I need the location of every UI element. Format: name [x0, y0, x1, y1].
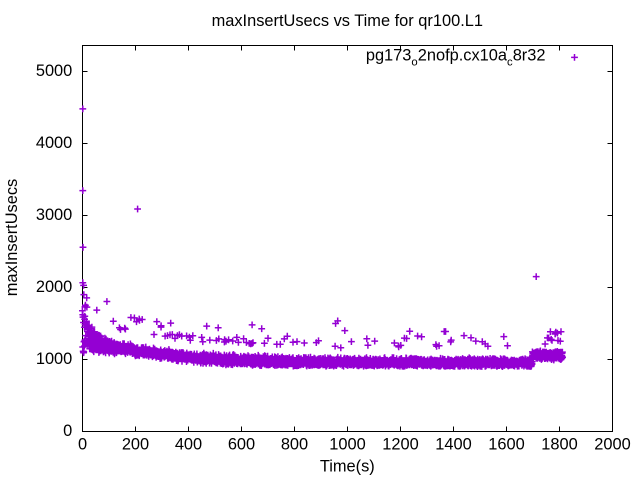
svg-text:1400: 1400: [435, 436, 471, 454]
svg-text:1600: 1600: [488, 436, 524, 454]
svg-text:1000: 1000: [36, 350, 72, 368]
svg-text:maxInsertUsecs: maxInsertUsecs: [3, 179, 21, 297]
svg-text:800: 800: [281, 436, 308, 454]
svg-text:400: 400: [175, 436, 202, 454]
svg-text:5000: 5000: [36, 62, 72, 80]
svg-text:0: 0: [78, 436, 87, 454]
svg-text:Time(s): Time(s): [320, 458, 375, 476]
svg-text:0: 0: [63, 422, 72, 440]
svg-text:1800: 1800: [541, 436, 577, 454]
svg-text:2000: 2000: [594, 436, 630, 454]
svg-text:2000: 2000: [36, 278, 72, 296]
svg-text:600: 600: [228, 436, 255, 454]
svg-text:1000: 1000: [329, 436, 365, 454]
svg-text:maxInsertUsecs vs Time for qr1: maxInsertUsecs vs Time for qr100.L1: [212, 12, 483, 30]
svg-text:200: 200: [122, 436, 149, 454]
svg-text:1200: 1200: [382, 436, 418, 454]
svg-text:pg173o2nofp.cx10ac8r32: pg173o2nofp.cx10ac8r32: [366, 47, 546, 69]
svg-text:3000: 3000: [36, 206, 72, 224]
svg-text:4000: 4000: [36, 134, 72, 152]
